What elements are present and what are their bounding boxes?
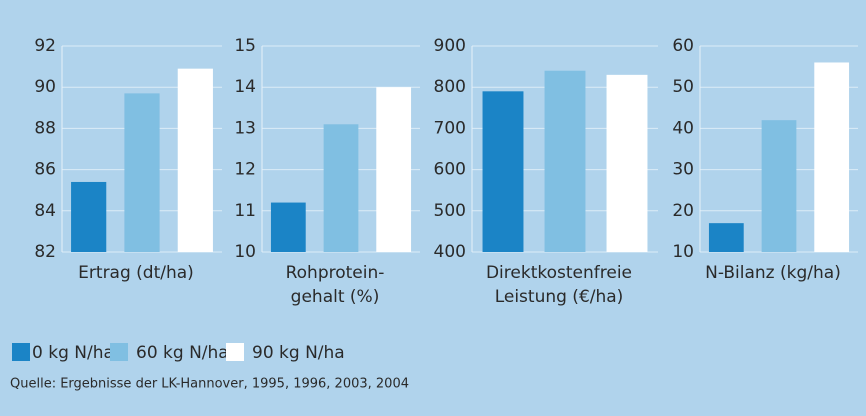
y-tick-label: 82	[34, 242, 56, 262]
y-tick-label: 84	[34, 201, 56, 221]
legend-label: 60 kg N/ha	[136, 343, 229, 363]
legend-swatch	[12, 343, 30, 361]
x-axis-label: Ertrag (dt/ha)	[78, 263, 194, 283]
y-tick-label: 40	[672, 118, 694, 138]
y-tick-label: 800	[434, 77, 466, 97]
y-tick-label: 12	[234, 160, 256, 180]
legend-label: 90 kg N/ha	[252, 343, 345, 363]
bar	[761, 120, 797, 252]
x-axis-label: gehalt (%)	[291, 287, 380, 307]
bar	[544, 70, 586, 252]
y-tick-label: 30	[672, 160, 694, 180]
y-tick-label: 15	[234, 36, 256, 56]
y-tick-label: 900	[434, 36, 466, 56]
bar	[177, 68, 213, 252]
x-axis-label: Rohprotein-	[286, 263, 385, 283]
y-tick-label: 400	[434, 242, 466, 262]
bar	[376, 87, 412, 252]
source-note: Quelle: Ergebnisse der LK-Hannover, 1995…	[10, 377, 409, 392]
legend-swatch	[226, 343, 244, 361]
x-axis-label: Direktkostenfreie	[486, 263, 632, 283]
y-tick-label: 60	[672, 36, 694, 56]
bar	[708, 223, 744, 252]
y-tick-label: 13	[234, 118, 256, 138]
bar	[482, 91, 524, 252]
y-tick-label: 20	[672, 201, 694, 221]
y-tick-label: 88	[34, 118, 56, 138]
y-tick-label: 92	[34, 36, 56, 56]
y-tick-label: 600	[434, 160, 466, 180]
y-tick-label: 10	[672, 242, 694, 262]
bar	[323, 124, 359, 252]
bar	[71, 181, 107, 252]
x-axis-label: N-Bilanz (kg/ha)	[705, 263, 841, 283]
bar	[814, 62, 850, 253]
y-tick-label: 14	[234, 77, 256, 97]
y-tick-label: 90	[34, 77, 56, 97]
y-tick-label: 11	[234, 201, 256, 221]
bar	[270, 202, 306, 252]
x-axis-label: Leistung (€/ha)	[495, 287, 624, 307]
y-tick-label: 500	[434, 201, 466, 221]
legend-swatch	[110, 343, 128, 361]
y-tick-label: 700	[434, 118, 466, 138]
y-tick-label: 50	[672, 77, 694, 97]
bar	[124, 93, 160, 252]
y-tick-label: 10	[234, 242, 256, 262]
bar	[606, 74, 648, 252]
legend-label: 0 kg N/ha	[32, 343, 114, 363]
y-tick-label: 86	[34, 160, 56, 180]
